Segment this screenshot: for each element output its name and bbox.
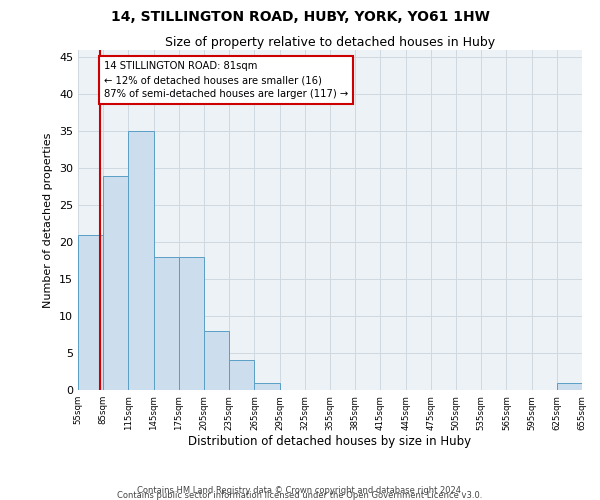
Bar [128,132,154,390]
Title: Size of property relative to detached houses in Huby: Size of property relative to detached ho… [165,36,495,49]
Bar [254,382,280,390]
Bar [103,176,128,390]
Text: 14, STILLINGTON ROAD, HUBY, YORK, YO61 1HW: 14, STILLINGTON ROAD, HUBY, YORK, YO61 1… [110,10,490,24]
Text: Contains HM Land Registry data © Crown copyright and database right 2024.: Contains HM Land Registry data © Crown c… [137,486,463,495]
Bar [179,257,204,390]
Bar [78,235,103,390]
Text: Contains public sector information licensed under the Open Government Licence v3: Contains public sector information licen… [118,491,482,500]
Bar [229,360,254,390]
Bar [204,331,229,390]
X-axis label: Distribution of detached houses by size in Huby: Distribution of detached houses by size … [188,436,472,448]
Text: 14 STILLINGTON ROAD: 81sqm
← 12% of detached houses are smaller (16)
87% of semi: 14 STILLINGTON ROAD: 81sqm ← 12% of deta… [104,61,348,99]
Bar [154,257,179,390]
Y-axis label: Number of detached properties: Number of detached properties [43,132,53,308]
Bar [557,382,582,390]
